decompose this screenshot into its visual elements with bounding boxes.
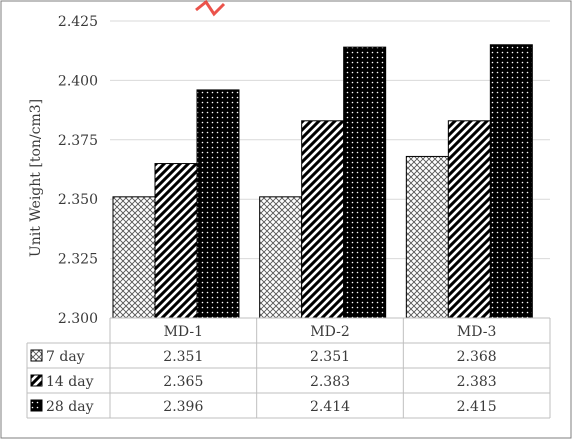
category-label: MD-3: [457, 324, 496, 340]
y-tick-label: 2.400: [58, 73, 98, 89]
data-table: MD-1 MD-2 MD-3 7 day 2.351 2.351 2.368 14 day 2.…: [26, 317, 551, 419]
category-label: MD-2: [310, 324, 349, 340]
watermark-mark: [195, 0, 226, 17]
data-label: 2.351: [163, 349, 203, 365]
y-axis-ticks: 2.300 2.325 2.350 2.375 2.400 2.425: [58, 14, 98, 327]
data-label: 2.415: [457, 399, 497, 415]
bar-7-day-MD-2: [259, 196, 303, 319]
bar-28-day-MD-1: [196, 89, 240, 319]
data-label: 2.368: [457, 349, 497, 365]
bar-14-day-MD-2: [301, 120, 345, 319]
y-tick-label: 2.325: [58, 252, 98, 268]
data-label: 2.414: [310, 399, 350, 415]
y-axis-label: Unit Weight [ton/cm3]: [28, 99, 44, 257]
bar-28-day-MD-2: [343, 46, 387, 319]
bar-7-day-MD-3: [405, 155, 449, 319]
bar-14-day-MD-1: [154, 163, 198, 319]
data-label: 2.351: [310, 349, 350, 365]
bar-7-day-MD-1: [112, 196, 156, 319]
y-tick-label: 2.300: [58, 311, 98, 327]
bars: [112, 44, 533, 319]
data-label: 2.396: [163, 399, 203, 415]
legend-label: 7 day: [46, 349, 85, 365]
legend-label: 14 day: [46, 374, 94, 390]
legend-key-7-day: [30, 349, 43, 362]
legend-key-14-day: [30, 374, 43, 387]
legend-label: 28 day: [46, 399, 94, 415]
bar-14-day-MD-3: [447, 120, 491, 319]
legend-key-28-day: [30, 399, 43, 412]
y-tick-label: 2.350: [58, 192, 98, 208]
data-label: 2.383: [457, 374, 497, 390]
y-tick-label: 2.375: [58, 133, 98, 149]
data-label: 2.383: [310, 374, 350, 390]
bar-28-day-MD-3: [489, 44, 533, 319]
data-label: 2.365: [163, 374, 203, 390]
category-label: MD-1: [164, 324, 203, 340]
y-tick-label: 2.425: [58, 14, 98, 30]
